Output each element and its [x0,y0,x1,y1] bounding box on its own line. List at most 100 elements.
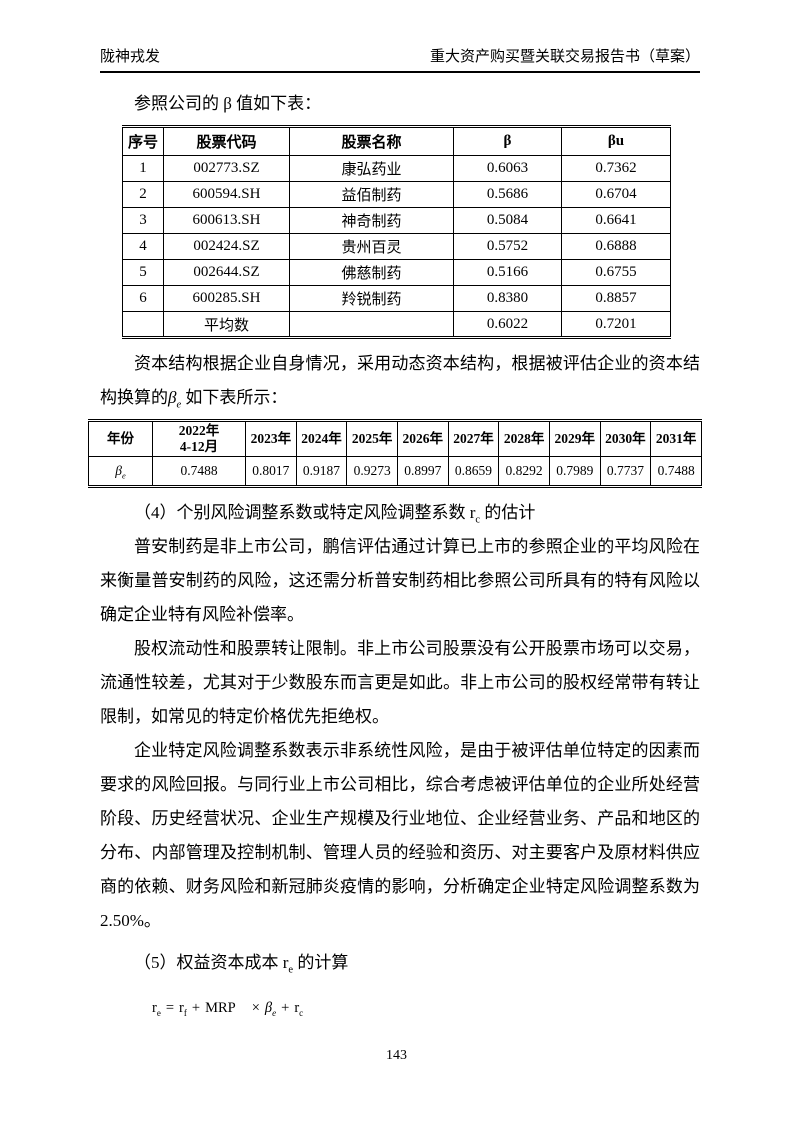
column-header-2029: 2029年 [548,420,601,457]
column-header-2028: 2028年 [498,420,550,457]
paragraph-risk-intro: 普安制药是非上市公司，鹏信评估通过计算已上市的参照企业的平均风险在来衡量普安制药… [100,537,700,624]
heading-section-4: （4）个别风险调整系数或特定风险调整系数 rc 的估计 [134,503,536,526]
heading-section-5: （5）权益资本成本 re 的计算 [134,953,349,976]
cell-stock-code: 002773.SZ [163,155,290,182]
cell-index: 6 [122,285,164,312]
cell-beta: 0.6063 [453,155,562,182]
cell-beta-u: 0.7201 [561,311,671,338]
cell-stock-name: 益佰制药 [289,181,454,208]
cell-beta-u: 0.7362 [561,155,671,182]
column-header-beta-u: βu [561,126,671,156]
header-report-title: 重大资产购买暨关联交易报告书（草案） [429,49,700,65]
table-row: 4 002424.SZ 贵州百灵 0.5752 0.6888 [122,233,671,260]
cell-beta-value: 0.8017 [245,456,297,487]
paragraph-liquidity: 股权流动性和股票转让限制。非上市公司股票没有公开股票市场可以交易，流通性较差，尤… [100,639,700,726]
column-header-2031: 2031年 [650,420,702,457]
cell-stock-code: 600613.SH [163,207,290,234]
intro-sentence: 参照公司的 β 值如下表： [134,94,322,113]
table-row: 2 600594.SH 益佰制药 0.5686 0.6704 [122,181,671,208]
beta-values-row: βe 0.7488 0.8017 0.9187 0.9273 0.8997 0.… [88,456,702,487]
cell-index: 5 [122,259,164,286]
column-header-2023: 2023年 [245,420,297,457]
cell-stock-name: 贵州百灵 [289,233,454,260]
column-header-2025: 2025年 [346,420,398,457]
r-e-symbol: re [282,953,294,976]
year-header-row: 年份 2022年 4-12月 2023年 2024年 2025年 2026年 2… [88,420,702,457]
row-label-beta-e: βe [88,456,153,487]
cell-beta-u: 0.8857 [561,285,671,312]
column-header-2026: 2026年 [396,420,449,457]
plus-sign: + [281,1000,290,1016]
cell-stock-code: 600285.SH [163,285,290,312]
paragraph-specific-risk: 企业特定风险调整系数表示非系统性风险，是由于被评估单位特定的因素而要求的风险回报… [100,741,700,930]
cell-beta-value: 0.8292 [498,456,550,487]
cell-beta: 0.5752 [453,233,562,260]
column-header-2030: 2030年 [599,420,652,457]
equals-sign: = [165,1000,175,1016]
table-row: 1 002773.SZ 康弘药业 0.6063 0.7362 [122,155,671,182]
cell-beta: 0.6022 [453,311,562,338]
cell-stock-code: 600594.SH [163,181,290,208]
cell-beta-value: 0.7488 [650,456,702,487]
cell-stock-name [289,311,454,338]
table-row: 6 600285.SH 羚锐制药 0.8380 0.8857 [122,285,671,312]
cell-stock-name: 神奇制药 [289,207,454,234]
cell-average-label: 平均数 [163,311,290,338]
table-row: 5 002644.SZ 佛慈制药 0.5166 0.6755 [122,259,671,286]
multiply-sign: × [251,1000,260,1016]
cell-stock-code: 002644.SZ [163,259,290,286]
cell-beta-u: 0.6641 [561,207,671,234]
column-header-stock-name: 股票名称 [289,126,454,156]
cell-stock-name: 佛慈制药 [289,259,454,286]
cell-stock-code: 002424.SZ [163,233,290,260]
cell-beta: 0.8380 [453,285,562,312]
cell-stock-name: 羚锐制药 [289,285,454,312]
cost-of-equity-formula: re = rf + MRP × βe + rc [152,998,700,1018]
cell-index: 3 [122,207,164,234]
cell-stock-name: 康弘药业 [289,155,454,182]
table-row-average: 平均数 0.6022 0.7201 [122,311,671,338]
cell-beta: 0.5166 [453,259,562,286]
column-header-beta: β [453,126,562,156]
cell-beta-value: 0.7989 [548,456,601,487]
term-mrp: MRP [205,1000,236,1016]
term-rc: rc [294,1000,304,1018]
column-header-2027: 2027年 [447,420,500,457]
cell-beta-value: 0.8659 [447,456,500,487]
column-header-index: 序号 [122,126,164,156]
running-header: 陇神戎发 重大资产购买暨关联交易报告书（草案） [100,0,700,73]
page-number: 143 [386,1048,407,1063]
cell-beta-u: 0.6888 [561,233,671,260]
beta-symbol: βe [168,388,182,411]
cell-index: 4 [122,233,164,260]
plus-sign: + [191,1000,201,1016]
cell-beta-value: 0.8997 [396,456,449,487]
beta-comparison-table: 序号 股票代码 股票名称 β βu 1 002773.SZ 康弘药业 0.606… [122,125,671,339]
cell-beta-value: 0.9187 [295,456,348,487]
term-re: re [152,1000,161,1018]
cell-index: 2 [122,181,164,208]
column-header-stock-code: 股票代码 [163,126,290,156]
cell-beta-u: 0.6755 [561,259,671,286]
cell-beta-value: 0.7737 [599,456,652,487]
cell-beta: 0.5686 [453,181,562,208]
term-rf: rf [179,1000,187,1018]
column-header-year: 年份 [88,420,153,457]
cell-beta-u: 0.6704 [561,181,671,208]
capital-structure-paragraph: 资本结构根据企业自身情况，采用动态资本结构，根据被评估企业的资本结构换算的βe … [100,347,700,415]
cell-beta-value: 0.7488 [152,456,246,487]
header-company-name: 陇神戎发 [100,49,161,65]
cell-beta: 0.5084 [453,207,562,234]
cell-index: 1 [122,155,164,182]
capital-structure-text: 资本结构根据企业自身情况，采用动态资本结构，根据被评估企业的资本结构换算的 [100,354,700,407]
capital-structure-text-tail: 如下表所示： [181,388,288,407]
column-header-2024: 2024年 [295,420,348,457]
table-row: 3 600613.SH 神奇制药 0.5084 0.6641 [122,207,671,234]
yearly-beta-table: 年份 2022年 4-12月 2023年 2024年 2025年 2026年 2… [88,419,702,488]
term-beta-e: βe [264,1000,277,1018]
table-header-row: 序号 股票代码 股票名称 β βu [122,126,671,156]
r-c-symbol: rc [469,503,481,526]
column-header-2022: 2022年 4-12月 [152,420,246,457]
cell-index [122,311,164,338]
